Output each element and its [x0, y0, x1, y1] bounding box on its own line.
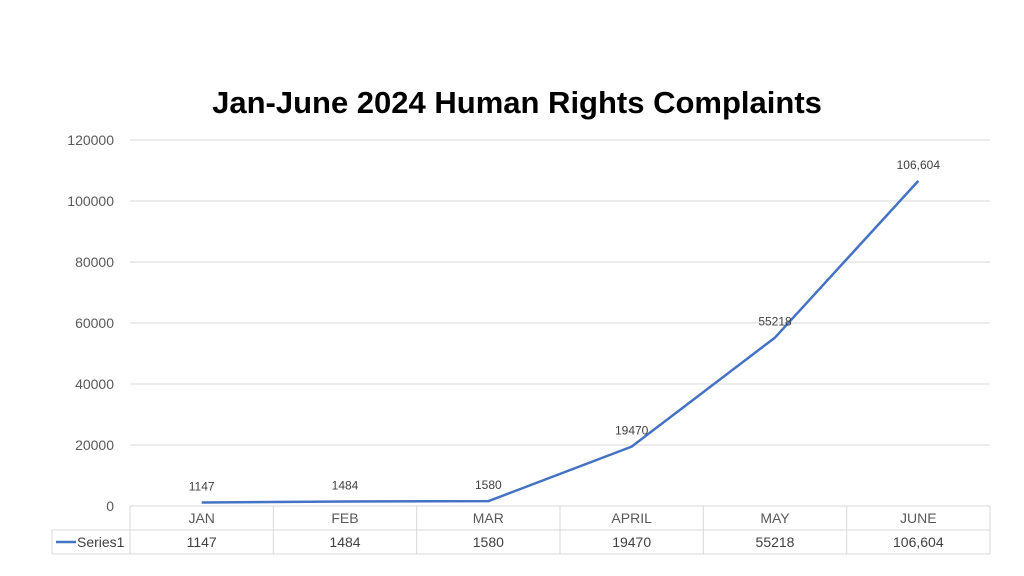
- x-category-label: MAY: [760, 510, 790, 526]
- data-label: 1484: [332, 478, 359, 492]
- table-cell-value: 1484: [329, 534, 360, 550]
- gridlines: [130, 139, 990, 446]
- y-tick-label: 100000: [67, 193, 114, 209]
- legend-label: Series1: [77, 534, 125, 550]
- y-axis-ticks: 0 20000 40000 60000 80000 100000 120000: [67, 132, 114, 514]
- x-category-label: MAR: [473, 510, 504, 526]
- chart-title: Jan-June 2024 Human Rights Complaints: [212, 85, 822, 120]
- data-label: 55218: [758, 315, 792, 329]
- data-label: 106,604: [897, 158, 941, 172]
- data-label: 1580: [475, 478, 502, 492]
- data-label: 19470: [615, 424, 649, 438]
- y-tick-label: 120000: [67, 132, 114, 148]
- y-tick-label: 20000: [75, 437, 114, 453]
- y-tick-label: 80000: [75, 254, 114, 270]
- y-tick-label: 60000: [75, 315, 114, 331]
- series-lines: [201, 180, 920, 504]
- x-category-label: JAN: [188, 510, 214, 526]
- table-cell-value: 55218: [756, 534, 795, 550]
- data-table: JAN 1147 FEB 1484 MAR 1580 APRIL 19470 MAY 55218 J…: [51, 505, 991, 555]
- x-category-label: APRIL: [611, 510, 652, 526]
- y-tick-label: 40000: [75, 376, 114, 392]
- table-cell-value: 1147: [187, 534, 217, 550]
- x-category-label: JUNE: [900, 510, 937, 526]
- table-cell-value: 106,604: [893, 534, 944, 550]
- data-labels: 1147 1484 1580 19470 55218 106,604: [189, 158, 941, 494]
- data-label: 1147: [189, 480, 215, 494]
- series-line-series1: [201, 180, 920, 504]
- table-cell-value: 19470: [612, 534, 651, 550]
- x-category-label: FEB: [331, 510, 358, 526]
- table-cell-value: 1580: [473, 534, 504, 550]
- y-tick-label: 0: [106, 498, 114, 514]
